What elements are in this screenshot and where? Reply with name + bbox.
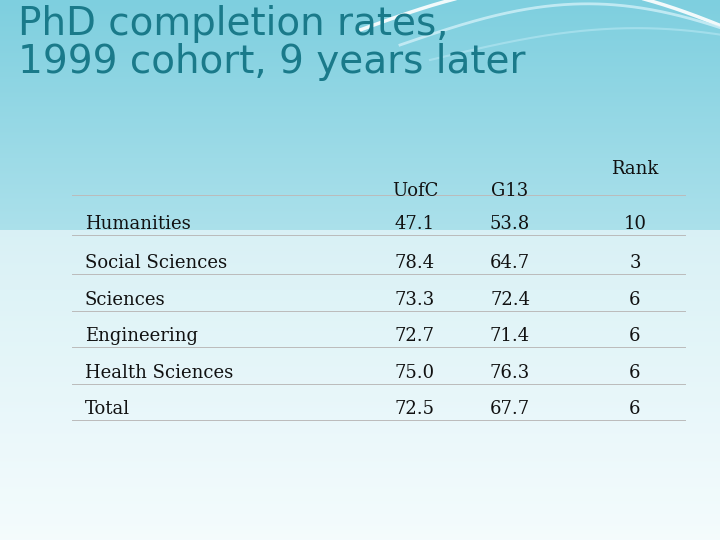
Text: Total: Total	[85, 400, 130, 418]
Text: 1999 cohort, 9 years later: 1999 cohort, 9 years later	[18, 43, 526, 81]
Text: 76.3: 76.3	[490, 364, 530, 382]
Text: Rank: Rank	[611, 160, 659, 178]
Text: Sciences: Sciences	[85, 291, 166, 309]
Text: 71.4: 71.4	[490, 327, 530, 345]
Text: 6: 6	[629, 400, 641, 418]
Text: 72.4: 72.4	[490, 291, 530, 309]
Text: 47.1: 47.1	[395, 215, 435, 233]
Text: 78.4: 78.4	[395, 254, 435, 272]
Text: Health Sciences: Health Sciences	[85, 364, 233, 382]
Text: 53.8: 53.8	[490, 215, 530, 233]
Text: 6: 6	[629, 364, 641, 382]
FancyBboxPatch shape	[0, 230, 720, 540]
Text: UofC: UofC	[392, 182, 438, 200]
Text: Engineering: Engineering	[85, 327, 198, 345]
Text: 64.7: 64.7	[490, 254, 530, 272]
Text: 73.3: 73.3	[395, 291, 435, 309]
Text: 67.7: 67.7	[490, 400, 530, 418]
Text: G13: G13	[491, 182, 528, 200]
Text: Social Sciences: Social Sciences	[85, 254, 227, 272]
Text: 72.7: 72.7	[395, 327, 435, 345]
Text: 72.5: 72.5	[395, 400, 435, 418]
Text: 6: 6	[629, 291, 641, 309]
Text: 10: 10	[624, 215, 647, 233]
Text: PhD completion rates,: PhD completion rates,	[18, 5, 449, 43]
Text: 75.0: 75.0	[395, 364, 435, 382]
Text: 3: 3	[629, 254, 641, 272]
Text: 6: 6	[629, 327, 641, 345]
Text: Humanities: Humanities	[85, 215, 191, 233]
